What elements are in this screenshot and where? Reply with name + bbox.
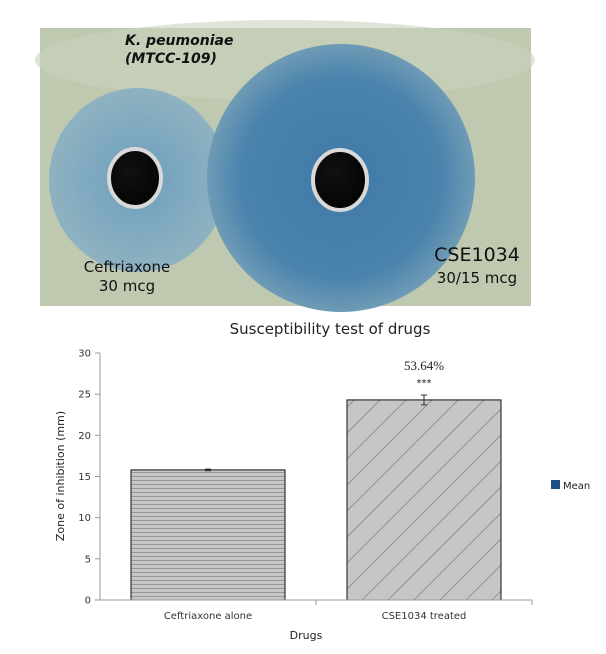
cse1034-well [311,148,369,212]
y-tick-label: 30 [78,349,91,360]
cse1034-dose: 30/15 mcg [437,269,517,287]
bar-ceftriaxone-alone [130,469,286,601]
ceftriaxone-dose: 30 mcg [99,277,155,295]
ceftriaxone-well [107,147,163,209]
x-axis-label: Drugs [290,629,323,642]
chart-title: Susceptibility test of drugs [230,320,431,338]
bar-chart: Susceptibility test of drugs Zone of inh… [54,320,590,642]
legend-swatch-mean [551,480,560,489]
y-tick-label: 5 [85,554,91,565]
x-tick-label: CSE1034 treated [382,611,467,622]
percent-increase-label: 53.64% [404,358,444,373]
petri-photo: K. peumoniae (MTCC-109) Ceftriaxone 30 m… [35,20,535,312]
y-axis-label: Zone of inhibition (mm) [54,411,67,541]
cse1034-label: CSE1034 [434,244,520,266]
ceftriaxone-label: Ceftriaxone [84,258,170,276]
y-tick-label: 25 [78,390,91,401]
organism-strain: (MTCC-109) [125,51,217,67]
y-tick-label: 20 [78,431,91,442]
x-tick-label: Ceftriaxone alone [164,611,252,622]
y-tick-label: 15 [78,472,91,483]
y-tick-label: 10 [78,513,91,524]
bar-cse1034-treated [346,399,502,601]
significance-marker: *** [417,378,432,389]
y-tick-label: 0 [85,596,91,607]
organism-name: K. peumoniae [125,33,233,49]
bars [130,394,502,601]
y-axis-ticks: 0 5 10 15 20 25 30 [78,349,100,607]
legend-label-mean: Mean [563,481,590,492]
legend: Mean [551,480,590,492]
x-axis-category-labels: Ceftriaxone alone CSE1034 treated [164,611,467,622]
annotations: *** 53.64% [404,358,444,389]
